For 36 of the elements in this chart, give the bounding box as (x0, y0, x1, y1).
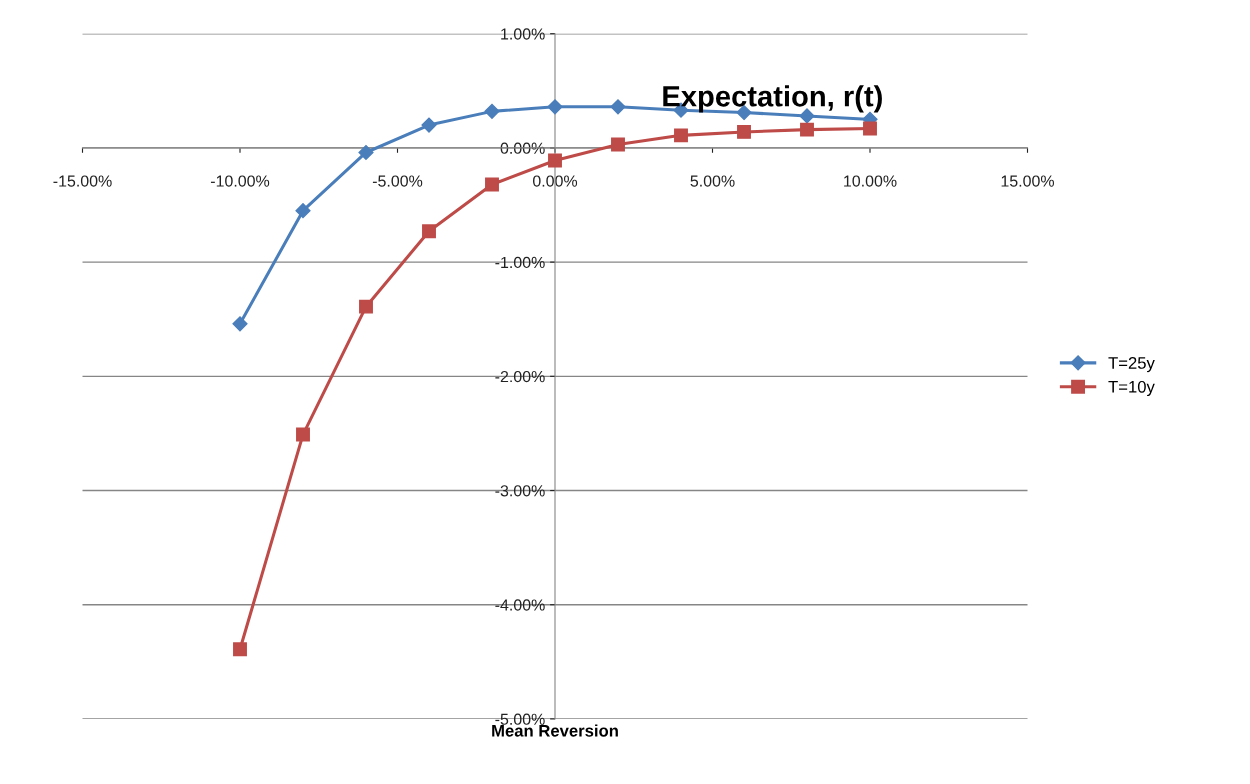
point (232, 316, 248, 332)
x-tick-label: 5.00% (690, 175, 735, 187)
point (547, 99, 563, 115)
x-tick-label: 10.00% (844, 175, 897, 187)
y-tick-label: -3.00% (495, 485, 545, 497)
point (296, 427, 310, 442)
y-tick-label: -2.00% (495, 370, 545, 383)
point (484, 103, 500, 119)
point (233, 642, 247, 657)
x-tick-label: -5.00% (372, 175, 423, 187)
x-tick-label: 0.00% (532, 175, 578, 187)
legend-label: T=25y (1108, 357, 1155, 373)
point (863, 121, 877, 136)
x-tick-label: 15.00% (1001, 175, 1055, 187)
point (421, 117, 437, 133)
y-tick-label: -1.00% (495, 256, 545, 269)
y-tick-label: -5.00% (495, 713, 545, 725)
point (800, 122, 814, 137)
point (295, 203, 311, 219)
text: Expectation, r(t) (663, 85, 882, 113)
point (422, 224, 436, 239)
x-axis-title: Mean Reversion (492, 724, 618, 737)
legend-label: T=10y (1108, 380, 1155, 397)
point (674, 128, 688, 143)
y-tick-label: 0.00% (500, 142, 545, 154)
point (737, 124, 751, 139)
point (359, 299, 373, 314)
y-tick-label: -4.00% (495, 599, 545, 611)
point (611, 137, 625, 152)
point (548, 153, 562, 168)
point (485, 177, 499, 192)
x-tick-label: -15.00% (53, 175, 112, 187)
point (610, 99, 626, 115)
point (358, 144, 374, 161)
x-tick-label: -10.00% (210, 175, 270, 187)
y-tick-label: 1.00% (501, 28, 545, 40)
